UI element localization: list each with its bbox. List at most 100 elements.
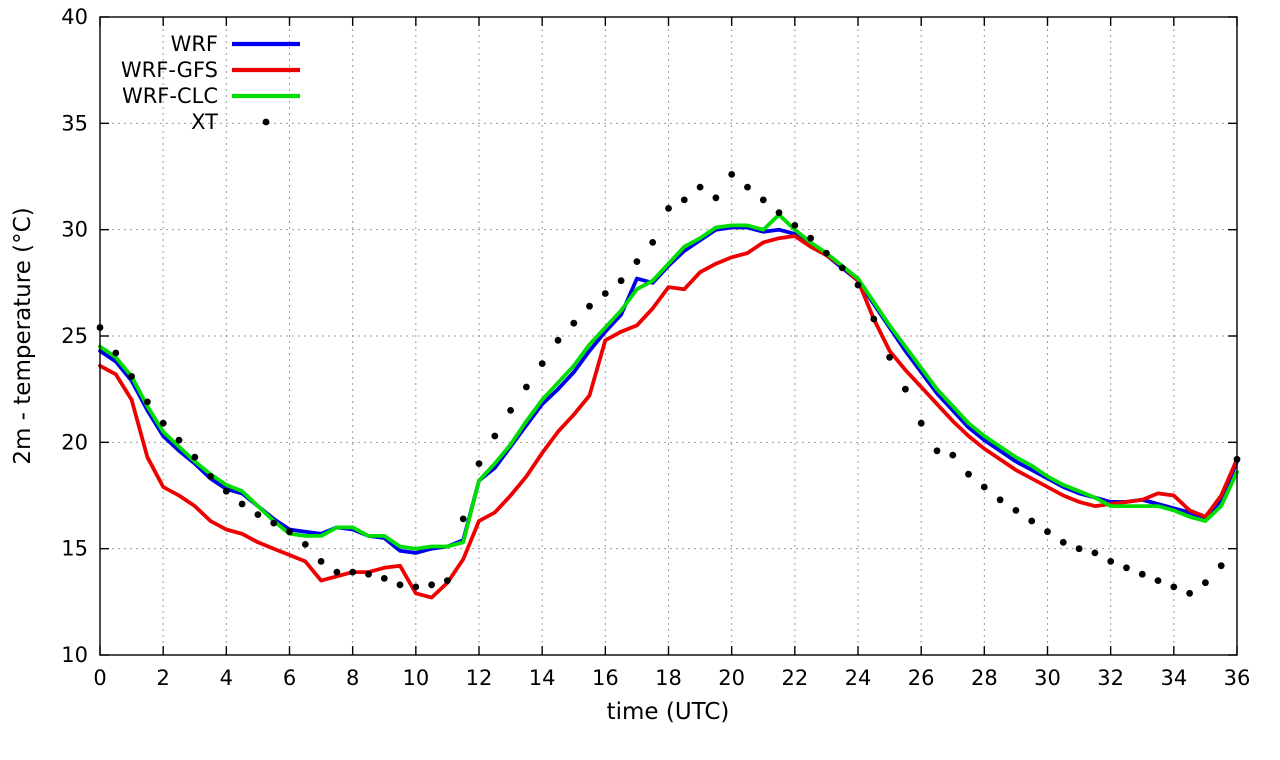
y-tick-label: 15 — [61, 537, 88, 561]
series-xt-point — [728, 171, 736, 178]
series-xt-point — [870, 315, 878, 323]
series-xt-point — [365, 570, 372, 578]
series-xt-point — [838, 264, 846, 272]
series-xt-point — [586, 302, 593, 310]
series-layer — [96, 171, 1241, 600]
series-xt-point — [112, 349, 120, 357]
series-xt-point — [191, 453, 199, 461]
series-xt-point — [1012, 507, 1020, 514]
series-xt-point — [523, 383, 530, 391]
series-xt-point — [412, 583, 420, 591]
legend-label-wrf-gfs: WRF-GFS — [121, 58, 218, 82]
series-xt-point — [570, 319, 578, 327]
series-xt-point — [317, 558, 325, 565]
y-tick-label: 30 — [61, 218, 88, 242]
x-tick-label: 32 — [1097, 666, 1124, 690]
x-tick-label: 12 — [466, 666, 493, 690]
x-tick-label: 22 — [781, 666, 808, 690]
series-xt-point — [444, 577, 451, 584]
series-xt-point — [665, 205, 672, 212]
x-tick-label: 16 — [592, 666, 619, 690]
series-xt-point — [554, 336, 562, 344]
x-tick-label: 28 — [971, 666, 998, 690]
y-tick-label: 25 — [61, 324, 88, 348]
series-xt-point — [1154, 577, 1162, 584]
series-xt-point — [744, 183, 751, 191]
series-xt-point — [996, 496, 1004, 504]
series-xt-point — [428, 581, 435, 589]
x-tick-label: 24 — [845, 666, 872, 690]
series-xt-point — [396, 581, 404, 589]
legend-label-wrf-clc: WRF-CLC — [122, 84, 218, 108]
x-tick-label: 2 — [156, 666, 169, 690]
legend-label-xt: XT — [191, 110, 218, 134]
series-xt-point — [712, 194, 720, 202]
series-xt-point — [775, 209, 783, 217]
series-xt-point — [175, 436, 183, 444]
series-xt-point — [538, 360, 546, 367]
series-xt-point — [238, 500, 246, 508]
series-xt-point — [254, 511, 262, 518]
series-xt-point — [128, 373, 136, 380]
series-xt-point — [286, 528, 293, 536]
series-xt-point — [222, 487, 230, 495]
series-xt-point — [1138, 570, 1146, 578]
x-tick-label: 18 — [655, 666, 682, 690]
series-xt-point — [823, 249, 830, 257]
legend-sample-xt — [262, 118, 270, 126]
series-xt-point — [1059, 538, 1067, 546]
series-xt-point — [601, 290, 609, 297]
series-xt-point — [1075, 545, 1083, 553]
series-xt-point — [1202, 579, 1209, 587]
x-tick-label: 34 — [1160, 666, 1187, 690]
grid-layer — [99, 16, 1238, 656]
x-tick-label: 36 — [1224, 666, 1251, 690]
series-xt-point — [854, 281, 862, 289]
x-tick-label: 20 — [718, 666, 745, 690]
series-xt-point — [1123, 564, 1130, 572]
y-axis-label: 2m - temperature (°C) — [10, 207, 36, 464]
series-xt-point — [917, 419, 925, 427]
x-tick-label: 26 — [908, 666, 935, 690]
series-xt-point — [380, 575, 388, 582]
series-xt-point — [965, 470, 972, 478]
y-tick-label: 40 — [61, 5, 88, 29]
series-xt-point — [807, 234, 814, 242]
x-axis-label: time (UTC) — [607, 699, 730, 725]
series-xt-point — [301, 541, 309, 548]
series-xt-point — [1217, 562, 1225, 570]
y-tick-label: 10 — [61, 643, 88, 667]
series-xt-point — [349, 568, 357, 576]
series-xt-point — [1107, 558, 1115, 565]
series-xt-point — [696, 183, 704, 191]
series-xt-point — [886, 353, 893, 361]
series-xt-point — [949, 451, 957, 459]
series-xt-point — [270, 519, 278, 527]
series-xt-point — [933, 447, 941, 455]
series-xt-point — [1170, 583, 1178, 591]
tick-label-layer: 0 2 4 6 8 10 12 14 16 18 20 22 24 26 28 30 32 34 361015202… — [61, 5, 1250, 690]
series-xt-point — [507, 407, 514, 414]
x-tick-label: 30 — [1034, 666, 1061, 690]
series-xt-point — [680, 196, 688, 204]
y-tick-label: 20 — [61, 430, 88, 454]
x-tick-label: 0 — [93, 666, 106, 690]
series-xt-point — [980, 483, 988, 491]
series-xt-point — [791, 222, 799, 229]
x-tick-label: 14 — [529, 666, 556, 690]
series-xt-point — [475, 460, 483, 467]
series-xt-point — [1091, 549, 1099, 557]
series-xt-point — [1044, 528, 1051, 536]
series-xt-point — [144, 398, 151, 406]
series-xt-point — [207, 473, 214, 480]
y-tick-label: 35 — [61, 111, 88, 135]
series-xt-point — [617, 277, 625, 285]
legend-label-wrf: WRF — [171, 32, 218, 56]
series-wrf-gfs-line — [98, 234, 1239, 600]
series-xt-point — [633, 258, 641, 265]
series-xt-point — [902, 385, 909, 393]
series-xt-point — [459, 515, 467, 523]
